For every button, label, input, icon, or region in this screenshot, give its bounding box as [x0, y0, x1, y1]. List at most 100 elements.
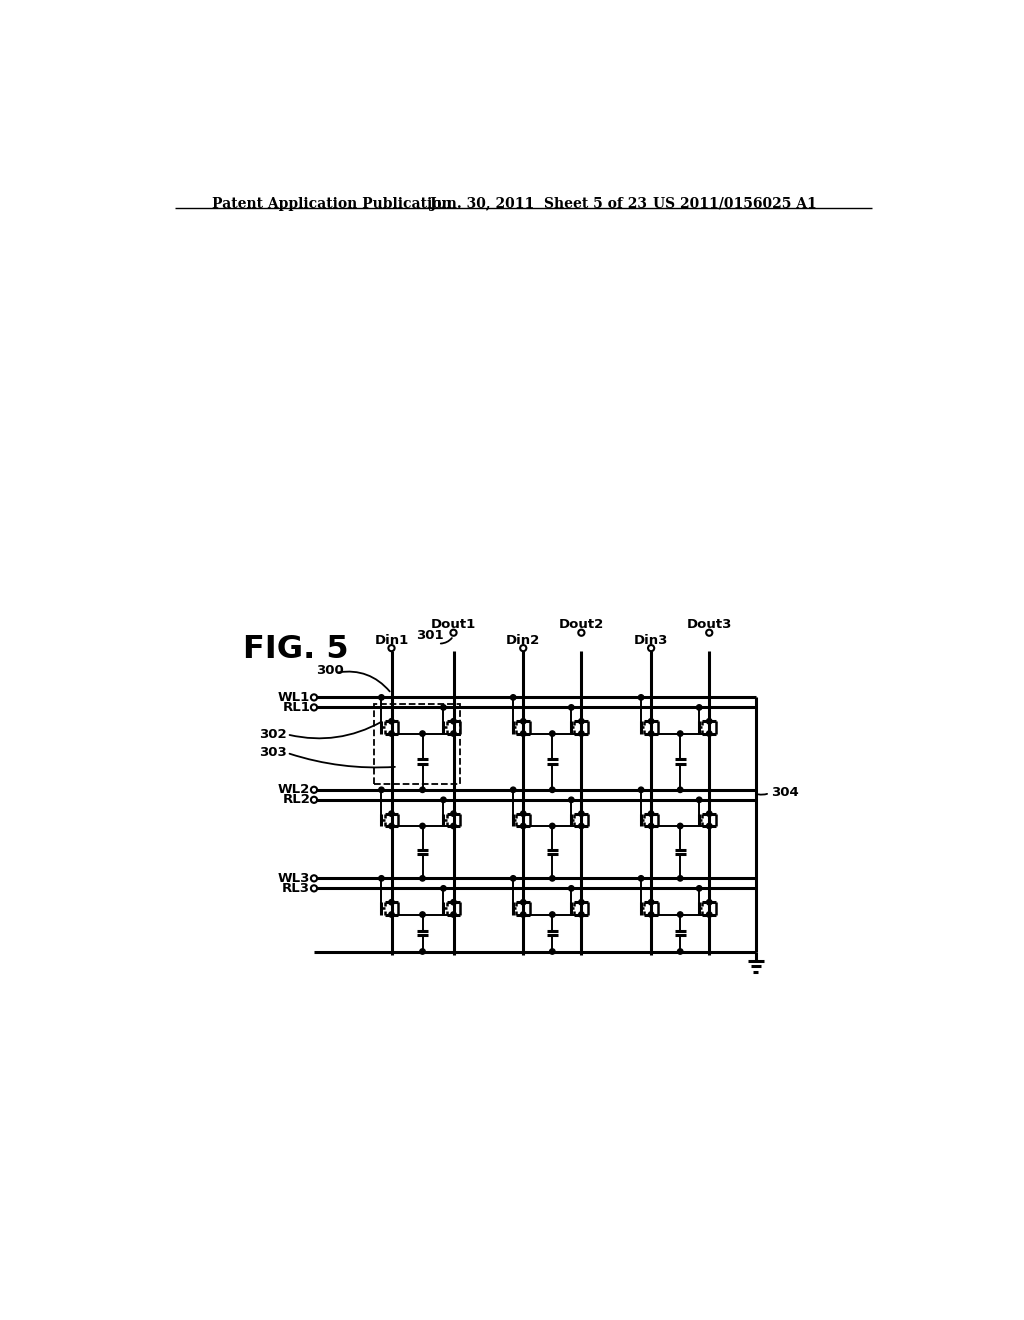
Text: 302: 302 [259, 727, 287, 741]
Circle shape [510, 694, 516, 700]
Text: RL3: RL3 [283, 882, 310, 895]
Circle shape [648, 718, 654, 723]
Circle shape [678, 824, 683, 829]
Circle shape [451, 810, 457, 816]
Circle shape [707, 912, 712, 917]
Circle shape [379, 875, 384, 880]
Circle shape [388, 645, 394, 651]
Text: Dout1: Dout1 [431, 618, 476, 631]
Circle shape [389, 824, 394, 829]
Circle shape [648, 731, 654, 737]
Circle shape [420, 949, 425, 954]
Circle shape [451, 630, 457, 636]
Text: Jun. 30, 2011  Sheet 5 of 23: Jun. 30, 2011 Sheet 5 of 23 [430, 197, 647, 211]
Circle shape [638, 875, 644, 880]
Circle shape [550, 824, 555, 829]
Text: Din2: Din2 [506, 634, 541, 647]
Circle shape [648, 912, 654, 917]
Text: WL3: WL3 [278, 871, 310, 884]
Circle shape [440, 705, 446, 710]
Circle shape [311, 875, 317, 882]
Circle shape [379, 787, 384, 792]
Circle shape [707, 731, 712, 737]
Circle shape [520, 810, 526, 816]
Circle shape [550, 912, 555, 917]
Text: RL1: RL1 [283, 701, 310, 714]
Circle shape [638, 694, 644, 700]
Circle shape [379, 694, 384, 700]
Text: Dout3: Dout3 [686, 618, 732, 631]
Circle shape [550, 949, 555, 954]
Circle shape [696, 705, 701, 710]
Circle shape [311, 787, 317, 793]
Text: WL2: WL2 [278, 783, 310, 796]
Circle shape [579, 630, 585, 636]
Circle shape [311, 705, 317, 710]
Bar [375, 704, 460, 784]
Circle shape [389, 718, 394, 723]
Circle shape [579, 824, 584, 829]
Circle shape [579, 718, 584, 723]
Circle shape [648, 824, 654, 829]
Circle shape [678, 912, 683, 917]
Text: 300: 300 [316, 664, 344, 677]
Text: US 2011/0156025 A1: US 2011/0156025 A1 [653, 197, 817, 211]
Circle shape [389, 810, 394, 816]
Text: Din3: Din3 [634, 634, 669, 647]
Circle shape [678, 875, 683, 880]
Circle shape [707, 718, 712, 723]
Circle shape [520, 718, 526, 723]
Circle shape [389, 912, 394, 917]
Circle shape [311, 797, 317, 803]
Circle shape [568, 886, 574, 891]
Text: Patent Application Publication: Patent Application Publication [212, 197, 452, 211]
Circle shape [568, 797, 574, 803]
Text: Dout2: Dout2 [559, 618, 604, 631]
Circle shape [678, 731, 683, 737]
Circle shape [638, 787, 644, 792]
Circle shape [520, 899, 526, 906]
Circle shape [420, 787, 425, 792]
Circle shape [648, 899, 654, 906]
Circle shape [420, 731, 425, 737]
Text: RL2: RL2 [283, 793, 310, 807]
Circle shape [389, 899, 394, 906]
Circle shape [579, 731, 584, 737]
Circle shape [311, 886, 317, 891]
Circle shape [678, 787, 683, 792]
Circle shape [451, 824, 457, 829]
Circle shape [550, 875, 555, 880]
Circle shape [451, 718, 457, 723]
Circle shape [510, 875, 516, 880]
Circle shape [696, 797, 701, 803]
Circle shape [550, 731, 555, 737]
Circle shape [579, 810, 584, 816]
Circle shape [707, 810, 712, 816]
Circle shape [520, 824, 526, 829]
Circle shape [707, 824, 712, 829]
Circle shape [440, 797, 446, 803]
Circle shape [678, 949, 683, 954]
Circle shape [451, 912, 457, 917]
Circle shape [510, 787, 516, 792]
Circle shape [520, 912, 526, 917]
Circle shape [648, 645, 654, 651]
Circle shape [520, 731, 526, 737]
Circle shape [389, 731, 394, 737]
Circle shape [520, 645, 526, 651]
Text: 301: 301 [417, 628, 444, 642]
Text: 304: 304 [771, 787, 799, 800]
Circle shape [311, 694, 317, 701]
Text: WL1: WL1 [278, 690, 310, 704]
Circle shape [440, 886, 446, 891]
Text: 303: 303 [259, 746, 287, 759]
Circle shape [451, 899, 457, 906]
Circle shape [420, 912, 425, 917]
Text: FIG. 5: FIG. 5 [243, 635, 348, 665]
Text: Din1: Din1 [375, 634, 409, 647]
Circle shape [579, 899, 584, 906]
Circle shape [451, 731, 457, 737]
Circle shape [420, 875, 425, 880]
Circle shape [648, 810, 654, 816]
Circle shape [420, 824, 425, 829]
